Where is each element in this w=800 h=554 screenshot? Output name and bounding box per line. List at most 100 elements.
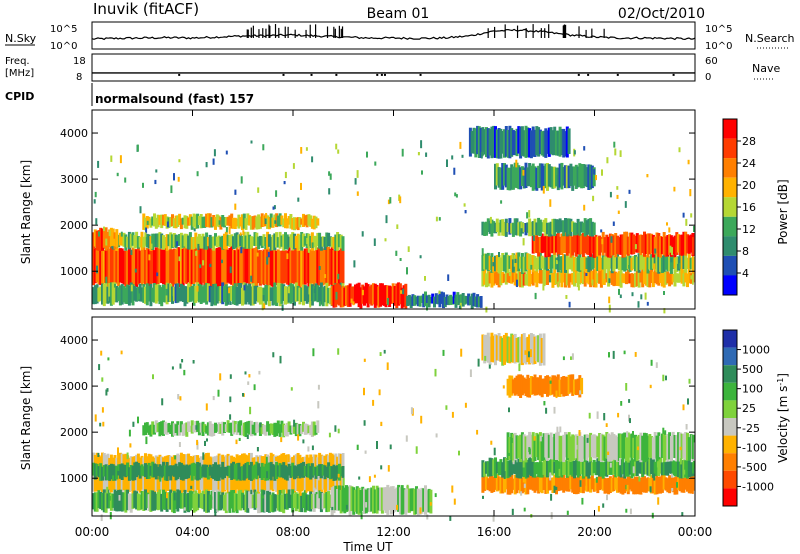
velocity-cell	[610, 477, 614, 492]
power-cell	[149, 250, 153, 287]
velocity-cell	[524, 478, 528, 495]
velocity-cell	[354, 489, 357, 512]
power-cell	[465, 296, 469, 304]
power-cell	[628, 273, 632, 284]
velocity-cell	[210, 423, 214, 437]
power-cell	[592, 269, 596, 288]
velocity-cell	[217, 422, 221, 434]
power-cell	[567, 257, 571, 269]
power-cell	[483, 253, 487, 270]
power-cell	[510, 269, 514, 284]
power-cell	[590, 233, 594, 254]
power-cell	[677, 234, 681, 253]
power-cell	[560, 129, 564, 155]
velocity-cell	[214, 422, 217, 433]
velocity-cell	[501, 473, 505, 494]
power-cell	[332, 285, 336, 308]
power-cell	[244, 218, 248, 230]
power-cell	[619, 271, 623, 288]
velocity-echo	[363, 420, 366, 426]
power-cell	[276, 215, 280, 227]
power-echo	[95, 218, 98, 225]
power-cell	[490, 253, 494, 273]
power-echo	[286, 253, 289, 260]
velocity-cell	[380, 487, 384, 514]
power-echo	[225, 227, 228, 233]
power-cell	[149, 283, 153, 307]
power-cell	[506, 223, 510, 232]
power-cell	[684, 254, 688, 273]
velocity-cell	[330, 487, 334, 516]
velocity-echo	[313, 487, 316, 494]
velocity-cell	[551, 457, 555, 476]
velocity-cell	[153, 491, 156, 511]
power-echo	[387, 199, 390, 205]
power-cell	[508, 256, 512, 269]
velocity-cell	[662, 474, 666, 490]
velocity-cell	[99, 463, 103, 481]
power-cell	[616, 235, 619, 254]
velocity-cell	[635, 476, 639, 495]
power-cell	[581, 268, 585, 285]
nave-label: Nave	[752, 62, 780, 75]
power-cell	[303, 215, 307, 226]
power-echo	[229, 301, 232, 305]
power-echo	[555, 168, 558, 175]
velocity-cell	[147, 425, 151, 435]
power-echo	[309, 301, 312, 308]
power-echo	[178, 256, 181, 262]
power-echo	[549, 199, 552, 207]
power-cell	[626, 236, 630, 256]
velocity-echo	[662, 374, 665, 382]
power-cell	[589, 218, 593, 237]
velocity-cell	[120, 463, 124, 480]
power-cell	[212, 284, 216, 305]
power-cell	[485, 221, 488, 236]
power-cell	[581, 164, 585, 189]
power-echo	[424, 276, 426, 281]
power-y-tick-label: 1000	[60, 265, 88, 278]
power-cell	[278, 283, 282, 307]
power-cell	[178, 213, 182, 226]
power-cell	[571, 166, 575, 191]
velocity-cell	[583, 434, 587, 463]
power-cell	[510, 128, 514, 157]
velocity-cell	[217, 491, 221, 511]
power-echo	[329, 173, 332, 180]
power-cell	[574, 257, 578, 271]
power-echo	[337, 273, 340, 280]
power-cell	[201, 216, 205, 228]
velocity-cell	[625, 460, 628, 477]
power-cell	[485, 127, 488, 158]
power-cell	[230, 245, 234, 285]
power-cell	[558, 126, 562, 157]
velocity-cell	[531, 475, 535, 491]
velocity-cell	[546, 375, 549, 397]
velocity-cell	[334, 466, 338, 481]
power-cell	[494, 126, 497, 158]
power-cell	[205, 232, 209, 250]
velocity-cell	[262, 424, 266, 435]
power-echo	[522, 170, 525, 176]
power-echo	[130, 284, 133, 292]
power-cell	[314, 216, 318, 229]
power-cell	[603, 256, 607, 273]
power-cell	[109, 247, 113, 286]
power-cell	[504, 164, 508, 188]
power-cell	[583, 271, 587, 287]
velocity-cell	[361, 486, 365, 511]
power-cell	[113, 282, 117, 303]
colorbar-tick-label: 100	[742, 383, 763, 396]
velocity-cell	[203, 494, 207, 512]
power-cell	[302, 213, 305, 227]
velocity-cell	[312, 466, 316, 476]
velocity-cell	[492, 459, 496, 476]
power-echo	[614, 148, 617, 156]
power-cell	[253, 215, 257, 228]
velocity-cell	[309, 491, 313, 512]
velocity-echo	[256, 447, 259, 452]
velocity-cell	[666, 461, 670, 476]
velocity-cell	[524, 458, 528, 479]
power-cell	[337, 250, 341, 287]
power-cell	[569, 273, 573, 283]
